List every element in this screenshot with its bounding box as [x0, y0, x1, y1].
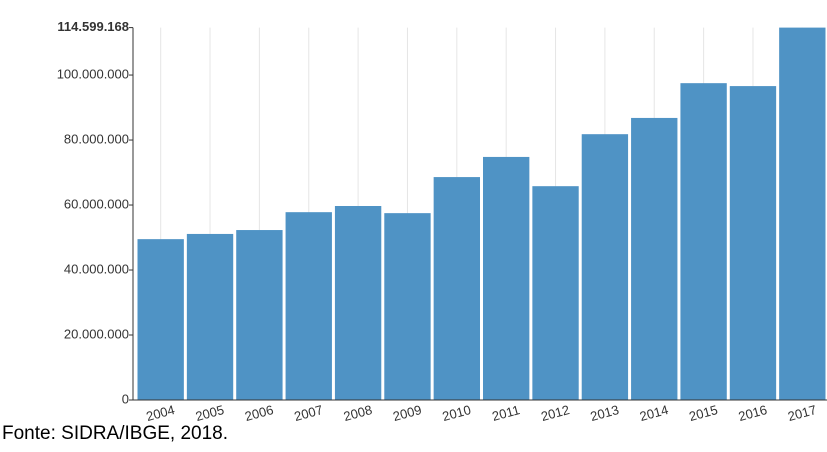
bar: [186, 233, 234, 400]
x-tick-label: 2004: [144, 402, 176, 424]
x-tick-label: 2014: [638, 402, 670, 424]
y-tick-label: 0: [122, 391, 129, 406]
bar: [729, 86, 777, 400]
y-tick-label: 114.599.168: [57, 19, 129, 34]
source: Fonte: SIDRA/IBGE, 2018.: [2, 423, 228, 444]
x-tick-label: 2013: [589, 402, 621, 424]
y-tick-label: 60.000.000: [64, 196, 129, 211]
bar: [236, 230, 283, 400]
bar: [334, 205, 382, 400]
bar: [433, 177, 480, 400]
bar: [631, 117, 678, 400]
x-tick-label: 2008: [342, 402, 374, 424]
x-tick-label: 2017: [786, 402, 818, 424]
x-tick-label: 2007: [293, 402, 325, 424]
bar: [532, 186, 579, 400]
x-tick-label: 2016: [737, 402, 769, 424]
x-tick-label: 2009: [391, 402, 423, 424]
y-tick-label: 40.000.000: [64, 261, 129, 276]
x-tick-label: 2012: [539, 402, 571, 424]
bar: [581, 134, 629, 400]
x-tick-label: 2005: [194, 402, 226, 424]
x-tick-label: 2010: [441, 402, 473, 424]
x-tick-label: 2006: [243, 402, 275, 424]
bar: [680, 83, 727, 401]
x-tick-label: 2015: [687, 402, 719, 424]
y-tick-label: 20.000.000: [64, 326, 129, 341]
y-tick-label: 100.000.000: [57, 66, 129, 81]
bar: [285, 212, 332, 400]
bar: [137, 239, 184, 400]
bar: [483, 156, 530, 400]
x-tick-label: 2011: [490, 402, 521, 424]
y-tick-label: 80.000.000: [64, 131, 129, 146]
bar: [384, 213, 431, 400]
bar: [779, 27, 826, 400]
